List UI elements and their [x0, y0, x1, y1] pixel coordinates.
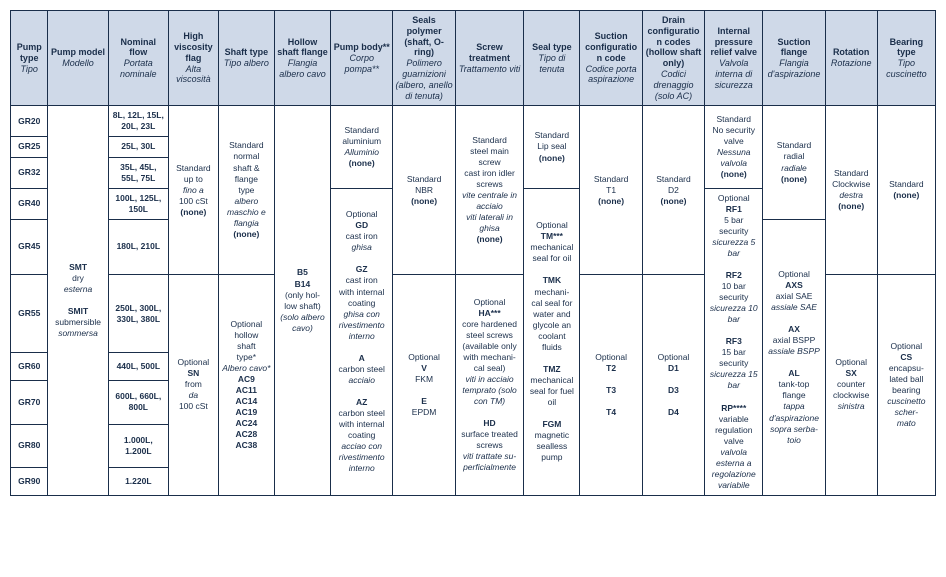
cell: 440L, 500L: [108, 353, 168, 381]
cell: StandardLip seal(none): [524, 106, 580, 188]
cell: GR32: [11, 157, 48, 188]
cell: GR55: [11, 274, 48, 352]
col-header: Screw treatmentTrattamento viti: [455, 11, 524, 106]
cell: Standardup tofino a100 cSt(none): [168, 106, 218, 275]
col-header: Pump typeTipo: [11, 11, 48, 106]
cell: GR70: [11, 381, 48, 424]
cell: GR80: [11, 424, 48, 467]
cell: StandardClockwisedestra(none): [825, 106, 877, 275]
cell: B5B14(only hol-low shaft)(solo albero ca…: [274, 106, 330, 496]
cell: 25L, 30L: [108, 137, 168, 157]
table-row: GR20SMTdryesternaSMITsubmersiblesommersa…: [11, 106, 936, 137]
cell: 180L, 210L: [108, 219, 168, 274]
cell: GR40: [11, 188, 48, 219]
cell: OptionalSNfromda100 cSt: [168, 274, 218, 495]
col-header: Drain configuration codes (hollow shaft …: [642, 11, 704, 106]
col-header: Suction configuration codeCodice porta a…: [580, 11, 642, 106]
cell: Standardnormalshaft &flangetypealbero ma…: [218, 106, 274, 275]
col-header: Internal pressure relief valveValvola in…: [705, 11, 763, 106]
cell: OptionalTM***mechanicalseal for oilTMKme…: [524, 188, 580, 495]
cell: OptionalRF15 barsecuritysicurezza 5 barR…: [705, 188, 763, 495]
cell: OptionalAXSaxial SAEassiale SAEAXaxial B…: [763, 219, 825, 495]
cell: GR20: [11, 106, 48, 137]
cell: StandardaluminiumAlluminio(none): [331, 106, 393, 188]
cell: StandardD2(none): [642, 106, 704, 275]
cell: Standard(none): [877, 106, 935, 275]
cell: 100L, 125L, 150L: [108, 188, 168, 219]
cell: OptionalVFKMEEPDM: [393, 274, 455, 495]
cell: StandardNo securityvalveNessuna valvola(…: [705, 106, 763, 188]
cell: StandardNBR(none): [393, 106, 455, 275]
col-header: Pump body**Corpo pompa**: [331, 11, 393, 106]
cell: 1.000L, 1.200L: [108, 424, 168, 467]
col-header: Hollow shaft flangeFlangia albero cavo: [274, 11, 330, 106]
cell: OptionalHA***core hardenedsteel screws(a…: [455, 274, 524, 495]
cell: GR45: [11, 219, 48, 274]
cell: 1.220L: [108, 467, 168, 495]
col-header: Seals polymer (shaft, O-ring)Polimero gu…: [393, 11, 455, 106]
col-header: Suction flangeFlangia d'aspirazione: [763, 11, 825, 106]
cell: GR90: [11, 467, 48, 495]
table-body: GR20SMTdryesternaSMITsubmersiblesommersa…: [11, 106, 936, 496]
cell: OptionalGDcast ironghisaGZcast ironwith …: [331, 188, 393, 495]
cell: Optionalhollowshafttype*Albero cavo*AC9A…: [218, 274, 274, 495]
pump-config-table: Pump typeTipoPump modelModelloNominal fl…: [10, 10, 936, 496]
cell: Standardsteel mainscrewcast iron idlersc…: [455, 106, 524, 275]
cell: GR25: [11, 137, 48, 157]
col-header: Pump modelModello: [48, 11, 108, 106]
cell: 600L, 660L, 800L: [108, 381, 168, 424]
cell: SMTdryesternaSMITsubmersiblesommersa: [48, 106, 108, 496]
cell: 35L, 45L, 55L, 75L: [108, 157, 168, 188]
col-header: Shaft typeTipo albero: [218, 11, 274, 106]
col-header: Bearing typeTipo cuscinetto: [877, 11, 935, 106]
col-header: Nominal flowPortata nominale: [108, 11, 168, 106]
cell: OptionalD1D3D4: [642, 274, 704, 495]
header-row: Pump typeTipoPump modelModelloNominal fl…: [11, 11, 936, 106]
cell: OptionalSXcounterclockwisesinistra: [825, 274, 877, 495]
cell: GR60: [11, 353, 48, 381]
col-header: RotationRotazione: [825, 11, 877, 106]
cell: 8L, 12L, 15L, 20L, 23L: [108, 106, 168, 137]
cell: StandardT1(none): [580, 106, 642, 275]
cell: 250L, 300L, 330L, 380L: [108, 274, 168, 352]
cell: OptionalCSencapsu-lated ballbearingcusci…: [877, 274, 935, 495]
col-header: Seal typeTipo di tenuta: [524, 11, 580, 106]
cell: Standardradialradiale(none): [763, 106, 825, 219]
col-header: High viscosity flagAlta viscosità: [168, 11, 218, 106]
cell: OptionalT2T3T4: [580, 274, 642, 495]
